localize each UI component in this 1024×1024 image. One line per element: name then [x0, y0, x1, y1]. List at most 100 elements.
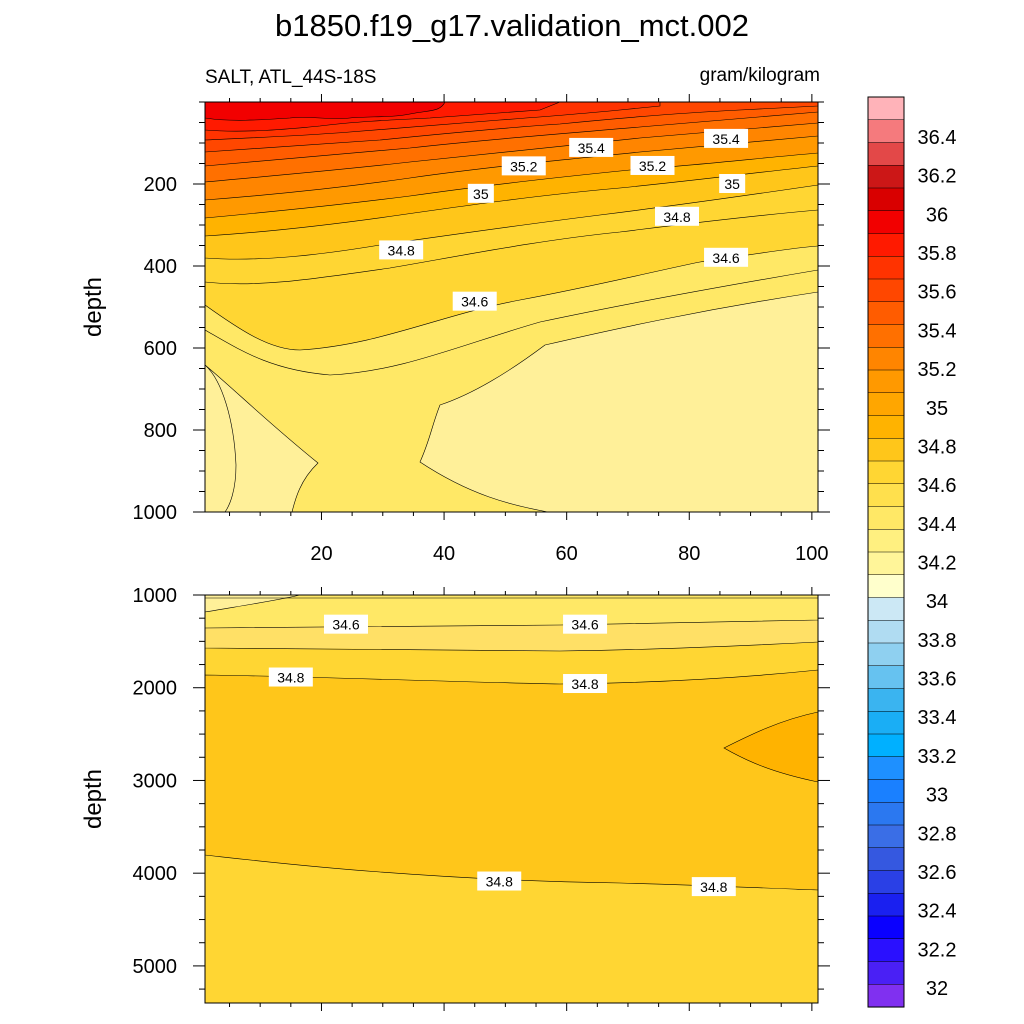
colorbar-swatch [867, 392, 905, 417]
x-tick-label: 40 [433, 543, 455, 565]
colorbar-swatch [867, 893, 905, 917]
colorbar-swatch [867, 438, 905, 462]
x-tick-label: 20 [310, 543, 332, 565]
lower-band-34.9 [723, 711, 818, 783]
upper-contour-labels: 35.4 35.4 35.2 35.2 35 35 34.8 34.8 34.6 34.6 [379, 128, 749, 311]
upper-contour-extra-2 [205, 269, 818, 376]
contour-label-box [563, 614, 608, 634]
colorbar-swatch [867, 574, 905, 599]
colorbar-label: 34.4 [918, 514, 957, 536]
colorbar-swatch [867, 210, 905, 235]
contour-label-text: 35.4 [578, 140, 605, 156]
lower-band-34.4 [205, 595, 301, 613]
colorbar-label: 34 [926, 591, 948, 613]
contour-label-text: 34.8 [700, 879, 727, 895]
colorbar-label: 33 [926, 785, 948, 807]
contour-label: 34.6 [563, 614, 608, 634]
colorbar-swatch [867, 642, 905, 667]
contour-label-text: 34.6 [712, 250, 739, 266]
contour-label: 34.6 [323, 614, 368, 634]
chart-subtitle-variable: SALT, ATL_44S-18S [205, 67, 376, 88]
contour-label-text: 35 [724, 176, 740, 192]
contour-label-box [563, 674, 608, 694]
contour-label-text: 34.6 [332, 617, 359, 633]
contour-label-box [630, 155, 675, 175]
colorbar-label: 36.2 [918, 166, 957, 188]
contour-label: 35 [467, 183, 494, 203]
y-tick-label: 3000 [133, 770, 178, 792]
colorbar-swatch [867, 506, 905, 530]
contour-label: 34.8 [477, 871, 522, 891]
contour-label-text: 35.4 [712, 131, 739, 147]
colorbar-swatch [867, 119, 905, 144]
colorbar-swatch [867, 415, 905, 439]
y-tick-label: 800 [144, 420, 177, 442]
contour-label: 35.2 [501, 156, 546, 176]
upper-ylabel: depth [80, 277, 107, 337]
contour-label-box [704, 247, 749, 267]
y-tick-label: 200 [144, 174, 177, 196]
upper-band-35.8 [205, 102, 446, 121]
lower-contour-labels: 34.6 34.6 34.8 34.8 34.8 34.8 [268, 614, 736, 897]
colorbar-swatch [867, 711, 905, 735]
upper-panel: 20 40 60 80 100 200 400 600 800 1000 35.4 35.4 35.2… [80, 94, 830, 565]
colorbar-swatch [867, 802, 905, 826]
colorbar-label: 34.8 [918, 436, 957, 458]
y-tick-label: 4000 [133, 863, 178, 885]
contour-label: 35.4 [569, 137, 614, 157]
colorbar-label: 32 [926, 978, 948, 1000]
colorbar-swatch [867, 984, 905, 1008]
contour-label-box [452, 291, 497, 311]
colorbar-label: 34.2 [918, 553, 957, 575]
x-tick-label: 80 [678, 543, 700, 565]
contour-label: 34.8 [379, 240, 424, 260]
y-tick-label: 400 [144, 256, 177, 278]
colorbar-label: 35.6 [918, 282, 957, 304]
lower-ylabel: depth [80, 769, 107, 829]
colorbar-swatch [867, 529, 905, 553]
colorbar-swatch [867, 278, 905, 303]
colorbar-label: 33.2 [918, 746, 957, 768]
contour-label: 34.6 [452, 291, 497, 311]
lower-axes: 1000 2000 3000 4000 5000 [133, 585, 830, 1011]
colorbar-swatch [867, 665, 905, 690]
colorbar-label: 34.6 [918, 475, 957, 497]
colorbar-swatch [867, 779, 905, 803]
colorbar-swatch [867, 165, 905, 189]
contour-label-box [655, 206, 700, 226]
y-tick-label: 1000 [133, 585, 178, 607]
contour-label-box [477, 871, 522, 891]
contour-label-text: 35 [473, 186, 489, 202]
colorbar-swatch [867, 756, 905, 781]
lower-plot-frame [204, 594, 819, 1004]
colorbar-swatch [867, 847, 905, 872]
contour-label-box [704, 128, 749, 148]
colorbar-swatch [867, 483, 905, 508]
colorbar-swatch [867, 301, 905, 326]
colorbar-swatch [867, 96, 905, 121]
contour-label-text: 34.8 [277, 670, 304, 686]
contour-label: 34.6 [704, 247, 749, 267]
contour-label: 34.8 [268, 667, 313, 687]
colorbar-swatch [867, 824, 905, 849]
upper-contour-extra-1 [205, 209, 818, 285]
lower-contour-fill [205, 595, 818, 1003]
contour-label-box [719, 174, 746, 193]
colorbar-label: 35.2 [918, 359, 957, 381]
contour-label-text: 35.2 [639, 158, 666, 174]
contour-label-box [323, 614, 368, 634]
colorbar-label: 32.6 [918, 862, 957, 884]
colorbar-swatch [867, 961, 905, 985]
colorbar-swatch [867, 324, 905, 348]
colorbar-swatch [867, 347, 905, 371]
y-tick-label: 5000 [133, 956, 178, 978]
contour-label: 35.4 [704, 128, 749, 148]
contour-label-text: 34.8 [663, 209, 690, 225]
x-tick-label: 60 [556, 543, 578, 565]
chart-subtitle-units: gram/kilogram [700, 65, 820, 86]
colorbar-label: 32.8 [918, 823, 957, 845]
contour-label: 34.8 [655, 206, 700, 226]
contour-label-text: 34.8 [388, 242, 415, 258]
